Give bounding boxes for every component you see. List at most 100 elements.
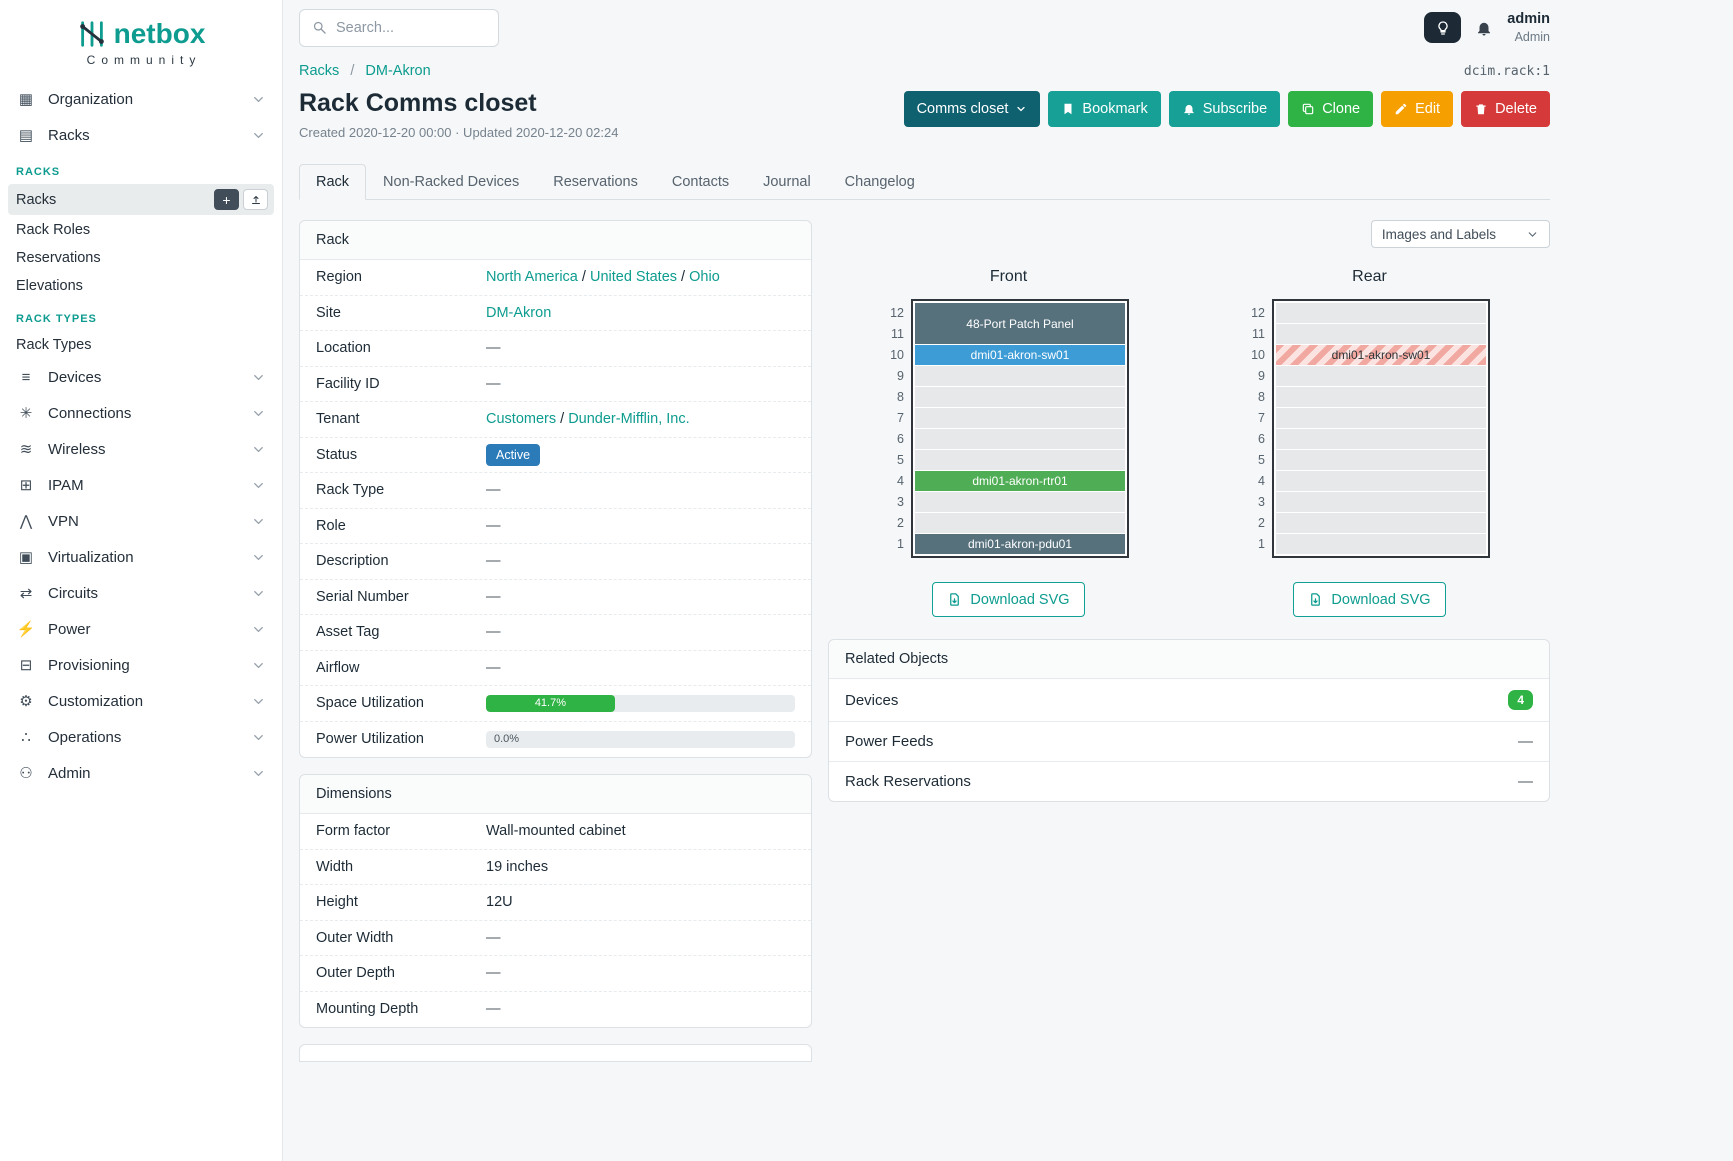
tab-reservations[interactable]: Reservations (553, 174, 638, 190)
rack-slot-empty[interactable] (915, 429, 1125, 449)
sidebar-item-reservations[interactable]: Reservations (8, 244, 274, 271)
sidebar-item-label: Wireless (48, 440, 106, 458)
link-dm-akron[interactable]: DM-Akron (486, 304, 552, 321)
field-label: Region (316, 269, 362, 286)
sidebar-item-customization[interactable]: ⚙ Customization (0, 683, 282, 719)
sidebar-item-devices[interactable]: ≡ Devices (0, 359, 282, 395)
sidebar-item-vpn[interactable]: ⋀ VPN (0, 503, 282, 539)
rack-slot-empty[interactable] (1276, 366, 1486, 386)
chevron-down-icon (251, 550, 266, 565)
rack-device-dmi01-akron-sw01[interactable]: dmi01-akron-sw01 (1276, 345, 1486, 365)
breadcrumb-racks[interactable]: Racks (299, 63, 340, 79)
sidebar: netbox Community ▦ Organization ▤ Racks RACK… (0, 0, 283, 1161)
context-dropdown-button[interactable]: Comms closet (903, 91, 1041, 127)
rack-slot-empty[interactable] (1276, 492, 1486, 512)
search-input[interactable] (336, 19, 486, 36)
rack-device-dmi01-akron-rtr01[interactable]: dmi01-akron-rtr01 (915, 471, 1125, 491)
sidebar-link-label: Rack Types (16, 336, 92, 353)
rack-slot-empty[interactable] (915, 450, 1125, 470)
sidebar-item-rack-types[interactable]: Rack Types (8, 331, 274, 358)
sidebar-item-label: VPN (48, 512, 79, 530)
tab-contacts[interactable]: Contacts (671, 174, 730, 190)
field-value: — (486, 588, 501, 605)
download-svg-label: Download SVG (970, 591, 1070, 608)
rack-slot-empty[interactable] (1276, 471, 1486, 491)
rack-slot-empty[interactable] (1276, 324, 1486, 344)
tab-non-racked-devices[interactable]: Non-Racked Devices (383, 174, 520, 190)
field-label: Width (316, 858, 354, 875)
rack-slot-empty[interactable] (1276, 450, 1486, 470)
rack-slot-empty[interactable] (915, 408, 1125, 428)
sidebar-item-racks[interactable]: ▤ Racks (0, 117, 282, 153)
sidebar-item-label: Admin (48, 764, 91, 782)
field-label: Airflow (316, 659, 360, 676)
add-button[interactable]: + (214, 189, 239, 210)
link-dunder-mifflin-inc[interactable]: Dunder-Mifflin, Inc. (568, 411, 690, 428)
bookmark-label: Bookmark (1082, 101, 1148, 117)
table-row: Region North America / United States / Oh… (300, 260, 811, 296)
search-box[interactable] (299, 8, 499, 47)
theme-toggle-button[interactable] (1424, 12, 1462, 43)
tab-journal[interactable]: Journal (763, 174, 811, 190)
rack-slot-empty[interactable] (1276, 408, 1486, 428)
images-labels-select[interactable]: Images and Labels (1370, 220, 1550, 248)
rack-slot-empty[interactable] (915, 513, 1125, 533)
unit-number-label: 2 (1258, 516, 1265, 530)
sidebar-item-circuits[interactable]: ⇄ Circuits (0, 575, 282, 611)
download-svg-button[interactable]: Download SVG (932, 582, 1085, 617)
sidebar-item-label: Devices (48, 368, 102, 386)
sidebar-item-provisioning[interactable]: ⊟ Provisioning (0, 647, 282, 683)
rack-slot-empty[interactable] (1276, 534, 1486, 554)
rack-device-dmi01-akron-sw01[interactable]: dmi01-akron-sw01 (915, 345, 1125, 365)
sidebar-item-power[interactable]: ⚡ Power (0, 611, 282, 647)
related-objects-row[interactable]: Devices 4 (829, 679, 1549, 722)
table-row: Tenant Customers / Dunder-Mifflin, Inc. (300, 402, 811, 438)
edit-button[interactable]: Edit (1381, 91, 1454, 127)
related-objects-row[interactable]: Power Feeds — (829, 722, 1549, 762)
clone-button[interactable]: Clone (1288, 91, 1374, 127)
user-menu[interactable]: admin Admin (1507, 10, 1550, 45)
related-objects-title: Related Objects (829, 640, 1549, 679)
tab-changelog[interactable]: Changelog (844, 174, 915, 190)
rack-slot-empty[interactable] (1276, 429, 1486, 449)
sidebar-item-racks[interactable]: Racks + (8, 184, 274, 215)
rack-frame: dmi01-akron-sw01 (1272, 299, 1490, 558)
sidebar-item-operations[interactable]: ∴ Operations (0, 719, 282, 755)
breadcrumb-site[interactable]: DM-Akron (365, 63, 431, 79)
chevron-down-icon (251, 370, 266, 385)
download-svg-button[interactable]: Download SVG (1293, 582, 1446, 617)
action-buttons: Comms closet Bookmark Subscribe Clone Ed… (903, 91, 1550, 127)
sidebar-item-wireless[interactable]: ≋ Wireless (0, 431, 282, 467)
rack-slot-empty[interactable] (1276, 303, 1486, 323)
field-label: Tenant (316, 411, 360, 428)
related-objects-row[interactable]: Rack Reservations — (829, 762, 1549, 801)
sidebar-item-virtualization[interactable]: ▣ Virtualization (0, 539, 282, 575)
rack-slot-empty[interactable] (915, 492, 1125, 512)
sidebar-item-elevations[interactable]: Elevations (8, 272, 274, 299)
rack-slot-empty[interactable] (1276, 387, 1486, 407)
import-button[interactable] (243, 189, 268, 210)
link-united-states[interactable]: United States (589, 269, 678, 286)
link-customers[interactable]: Customers (486, 411, 557, 428)
link-ohio[interactable]: Ohio (689, 269, 720, 286)
subscribe-button[interactable]: Subscribe (1168, 91, 1281, 127)
rack-device-dmi01-akron-pdu01[interactable]: dmi01-akron-pdu01 (915, 534, 1125, 554)
notifications-bell-icon[interactable] (1475, 19, 1493, 37)
rack-slot-empty[interactable] (915, 387, 1125, 407)
rack-device-48-port-patch-panel[interactable]: 48-Port Patch Panel (915, 303, 1125, 344)
field-value: Wall-mounted cabinet (486, 823, 626, 840)
sidebar-item-admin[interactable]: ⚇ Admin (0, 755, 282, 791)
delete-button[interactable]: Delete (1461, 91, 1550, 127)
circuits-icon: ⇄ (19, 585, 33, 602)
netbox-logo[interactable]: netbox Community (0, 10, 282, 81)
link-north-america[interactable]: North America (486, 269, 578, 286)
tab-rack[interactable]: Rack (299, 164, 367, 200)
rack-slot-empty[interactable] (1276, 513, 1486, 533)
sidebar-item-organization[interactable]: ▦ Organization (0, 81, 282, 117)
rack-slot-empty[interactable] (915, 366, 1125, 386)
sidebar-item-connections[interactable]: ✳ Connections (0, 395, 282, 431)
chevron-down-icon (251, 442, 266, 457)
sidebar-item-ipam[interactable]: ⊞ IPAM (0, 467, 282, 503)
bookmark-button[interactable]: Bookmark (1048, 91, 1161, 127)
sidebar-item-rack-roles[interactable]: Rack Roles (8, 216, 274, 243)
